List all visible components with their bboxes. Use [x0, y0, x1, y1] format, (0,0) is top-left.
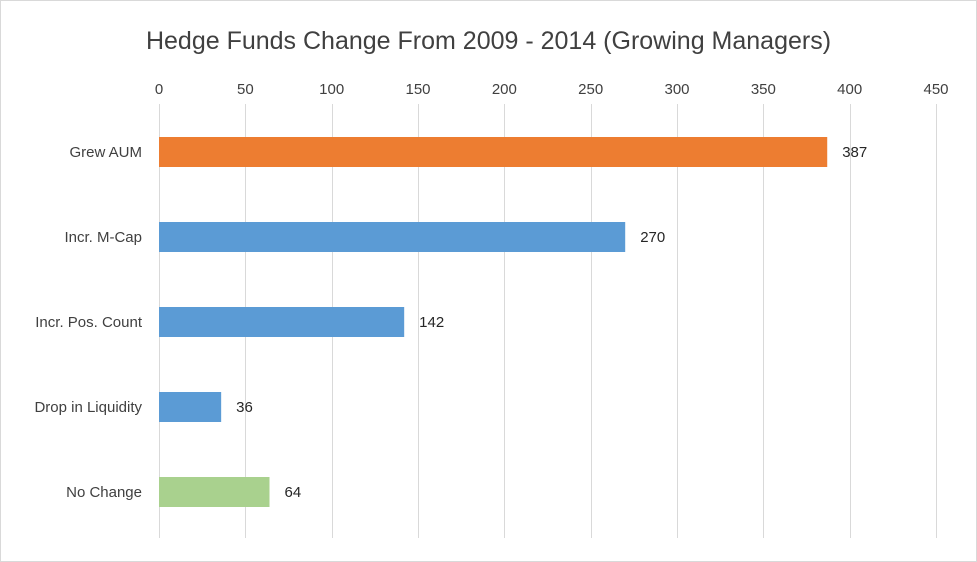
data-label: 387	[842, 144, 867, 161]
data-label: 36	[236, 399, 253, 416]
data-label: 270	[640, 229, 665, 246]
chart-title: Hedge Funds Change From 2009 - 2014 (Gro…	[145, 27, 832, 55]
x-tick-label: 100	[319, 81, 344, 98]
x-tick-label: 300	[664, 81, 689, 98]
category-label: Drop in Liquidity	[34, 399, 142, 416]
bar	[159, 477, 270, 507]
bar	[159, 222, 626, 252]
x-tick-label: 250	[578, 81, 603, 98]
bar	[159, 392, 222, 422]
data-label: 142	[419, 314, 444, 331]
category-label: Incr. Pos. Count	[35, 314, 143, 331]
data-label: 64	[285, 484, 302, 501]
bar	[159, 307, 405, 337]
x-tick-label: 50	[237, 81, 254, 98]
x-tick-label: 0	[155, 81, 163, 98]
category-label: No Change	[66, 484, 142, 501]
x-tick-label: 450	[923, 81, 948, 98]
category-label: Incr. M-Cap	[64, 229, 142, 246]
x-tick-label: 400	[837, 81, 862, 98]
x-tick-label: 350	[751, 81, 776, 98]
bar	[159, 137, 828, 167]
x-tick-label: 150	[405, 81, 430, 98]
x-tick-label: 200	[492, 81, 517, 98]
category-label: Grew AUM	[69, 144, 142, 161]
